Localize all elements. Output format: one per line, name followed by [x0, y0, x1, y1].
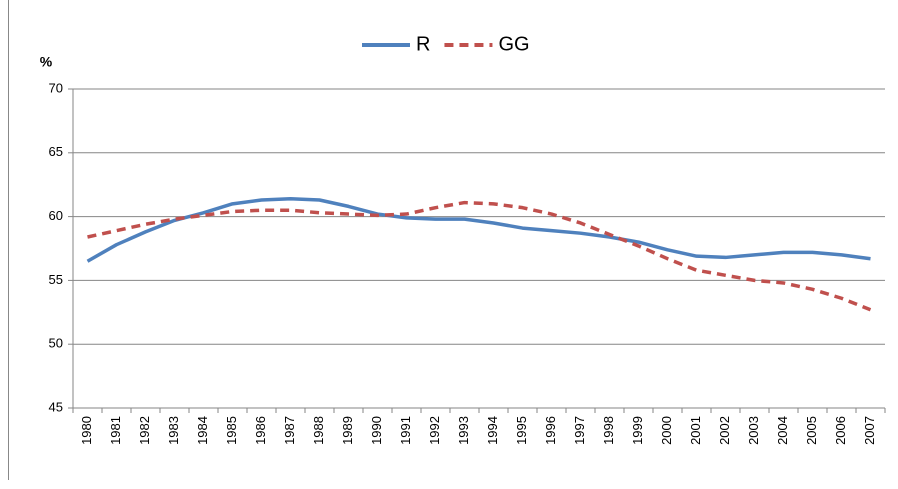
series-line — [86, 196, 871, 263]
y-tick-label: 50 — [49, 336, 63, 351]
x-tick-label: 1995 — [514, 416, 529, 445]
x-tick-label: 2002 — [717, 416, 732, 445]
x-tick-label: 2000 — [659, 416, 674, 445]
x-tick-label: 1988 — [311, 416, 326, 445]
legend-label: R — [416, 33, 430, 55]
y-tick-label: 55 — [49, 272, 63, 287]
x-tick-label: 1989 — [340, 416, 355, 445]
x-tick-label: 2003 — [746, 416, 761, 445]
legend-label: GG — [498, 33, 529, 55]
y-tick-label: 45 — [49, 399, 63, 414]
y-tick-label: 60 — [49, 208, 63, 223]
x-tick-label: 1983 — [166, 416, 181, 445]
x-tick-label: 1987 — [282, 416, 297, 445]
x-tick-label: 1986 — [253, 416, 268, 445]
x-tick-label: 2004 — [775, 416, 790, 445]
x-tick-label: 1996 — [543, 416, 558, 445]
x-tick-label: 1981 — [108, 416, 123, 445]
x-tick-label: 1991 — [398, 416, 413, 445]
x-tick-label: 2005 — [804, 416, 819, 445]
x-tick-label: 1999 — [630, 416, 645, 445]
x-tick-label: 1984 — [195, 416, 210, 445]
x-tick-label: 1982 — [137, 416, 152, 445]
series-line — [87, 200, 872, 312]
x-tick-label: 1985 — [224, 416, 239, 445]
x-tick-label: 1980 — [79, 416, 94, 445]
x-tick-label: 2001 — [688, 416, 703, 445]
x-tick-label: 1997 — [572, 416, 587, 445]
x-tick-label: 1990 — [369, 416, 384, 445]
x-tick-label: 1992 — [427, 416, 442, 445]
x-tick-label: 2006 — [833, 416, 848, 445]
y-tick-label: 65 — [49, 144, 63, 159]
x-tick-label: 1994 — [485, 416, 500, 445]
x-tick-label: 1998 — [601, 416, 616, 445]
y-axis-label: % — [40, 54, 53, 70]
x-tick-label: 2007 — [862, 416, 877, 445]
x-tick-label: 1993 — [456, 416, 471, 445]
y-tick-label: 70 — [49, 80, 63, 95]
